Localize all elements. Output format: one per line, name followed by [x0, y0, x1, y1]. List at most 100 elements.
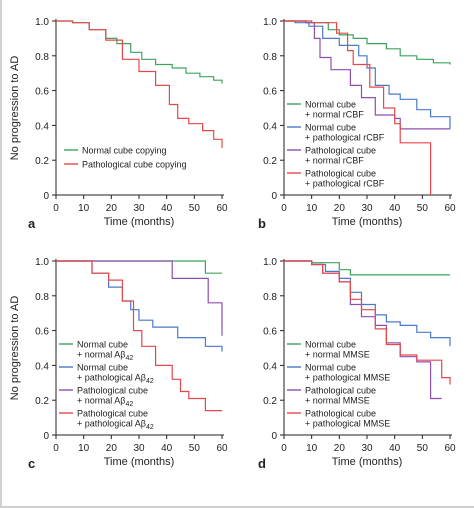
x-tick-label: 10	[306, 203, 318, 214]
y-tick-label: 0.8	[263, 52, 277, 63]
legend-entry: Normal cube	[305, 363, 356, 373]
legend-entry: Normal cube	[305, 340, 356, 350]
legend-entry: Pathological cube	[305, 386, 376, 396]
x-tick-label: 60	[444, 203, 456, 214]
y-tick-label: 0.4	[35, 121, 49, 132]
legend-entry: + normal Aβ42	[77, 396, 133, 409]
x-tick-label: 20	[106, 203, 118, 214]
legend-entry: + pathological MMSE	[305, 419, 390, 429]
legend-entry: + pathological Aβ42	[77, 373, 154, 386]
legend-entry: Normal cube	[305, 123, 356, 133]
legend-entry: + normal rCBF	[305, 110, 364, 120]
x-tick-label: 40	[389, 443, 401, 454]
y-tick-label: 0.6	[263, 87, 277, 98]
legend-entry: Normal cube copying	[82, 146, 167, 156]
x-tick-label: 50	[189, 203, 201, 214]
series-line-a-2	[56, 20, 223, 148]
y-tick-label: 0.4	[35, 361, 49, 372]
y-tick-label: 1.0	[263, 17, 277, 28]
legend-entry: + pathological MMSE	[305, 373, 390, 383]
panel-label-d: d	[258, 456, 266, 471]
x-tick-label: 0	[53, 203, 59, 214]
y-tick-label: 0.8	[35, 292, 49, 303]
series-line-b-2	[284, 20, 451, 129]
y-tick-label: 1.0	[263, 257, 277, 268]
series-line-a-1	[56, 20, 223, 84]
panel-b: 0 0.2 0.4 0.6 0.8 1.0 0 10 20 30 40 50 60 Time (month…	[258, 17, 456, 231]
series-line-c-4	[56, 260, 222, 412]
series-line-d-1	[284, 260, 450, 276]
panel-a: 0 0.2 0.4 0.6 0.8 1.0 0 10 20 30 40 50 60 Time (month…	[9, 17, 228, 231]
legend-entry: Pathological cube	[77, 386, 148, 396]
x-tick-label: 20	[334, 443, 346, 454]
legend-entry: + normal MMSE	[305, 350, 370, 360]
y-tick-label: 0	[271, 431, 277, 442]
legend-entry: Pathological cube	[305, 146, 376, 156]
legend-entry: + normal rCBF	[305, 156, 364, 166]
y-tick-label: 0.4	[263, 361, 277, 372]
legend-entry: Normal cube	[77, 340, 128, 350]
legend-entry: + pathological rCBF	[305, 133, 385, 143]
panel-label-c: c	[28, 456, 35, 471]
y-tick-label: 1.0	[35, 17, 49, 28]
x-tick-label: 0	[53, 443, 59, 454]
y-tick-label: 1.0	[35, 257, 49, 268]
y-axis-label: No progression to AD	[9, 56, 21, 161]
y-tick-label: 0	[271, 191, 277, 202]
y-tick-label: 0.8	[35, 52, 49, 63]
legend-entry: + normal MMSE	[305, 396, 370, 406]
x-tick-label: 20	[334, 203, 346, 214]
x-tick-label: 30	[361, 443, 373, 454]
legend-entry: Pathological cube	[77, 409, 148, 419]
y-axis-label: No progression to AD	[9, 296, 21, 401]
series-line-b-1	[284, 20, 451, 65]
x-tick-label: 30	[133, 443, 145, 454]
legend-entry: Normal cube	[77, 363, 128, 373]
x-tick-label: 10	[78, 203, 90, 214]
y-tick-label: 0.6	[35, 327, 49, 338]
legend-entry: Pathological cube	[305, 169, 376, 179]
y-tick-label: 0.8	[263, 292, 277, 303]
legend-entry: Pathological cube copying	[82, 160, 187, 170]
series-line-c-1	[56, 260, 222, 274]
x-tick-label: 10	[306, 443, 318, 454]
y-tick-label: 0.6	[263, 327, 277, 338]
series-line-c-2	[56, 260, 223, 352]
x-tick-label: 40	[389, 203, 401, 214]
y-tick-label: 0.2	[35, 396, 49, 407]
panel-label-b: b	[258, 216, 266, 231]
x-tick-label: 30	[133, 203, 145, 214]
panel-label-a: a	[28, 216, 36, 231]
x-tick-label: 40	[161, 203, 173, 214]
x-tick-label: 10	[78, 443, 90, 454]
x-tick-label: 50	[417, 203, 429, 214]
x-tick-label: 0	[281, 203, 287, 214]
x-tick-label: 20	[106, 443, 118, 454]
x-tick-label: 40	[161, 443, 173, 454]
y-tick-label: 0.2	[263, 156, 277, 167]
panel-c: 0 0.2 0.4 0.6 0.8 1.0 0 10 20 30 40 50 60 Time (month…	[9, 257, 228, 471]
y-tick-label: 0.4	[263, 121, 277, 132]
legend-entry: Pathological cube	[305, 409, 376, 419]
x-tick-label: 0	[281, 443, 287, 454]
y-tick-label: 0	[43, 191, 49, 202]
x-tick-label: 60	[216, 443, 228, 454]
legend-entry: + pathological rCBF	[305, 179, 385, 189]
legend-entry: + normal Aβ42	[77, 350, 133, 363]
y-tick-label: 0.2	[263, 396, 277, 407]
y-tick-label: 0	[43, 431, 49, 442]
series-line-b-4	[284, 20, 432, 195]
x-axis-label: Time (months)	[332, 456, 403, 468]
x-axis-label: Time (months)	[104, 216, 175, 228]
series-line-d-2	[284, 260, 451, 347]
x-tick-label: 30	[361, 203, 373, 214]
x-tick-label: 50	[417, 443, 429, 454]
x-axis-label: Time (months)	[332, 216, 403, 228]
series-line-d-4	[284, 260, 451, 385]
x-tick-label: 60	[216, 203, 228, 214]
x-tick-label: 60	[444, 443, 456, 454]
series-line-c-3	[56, 260, 223, 336]
legend-entry: Normal cube	[305, 100, 356, 110]
